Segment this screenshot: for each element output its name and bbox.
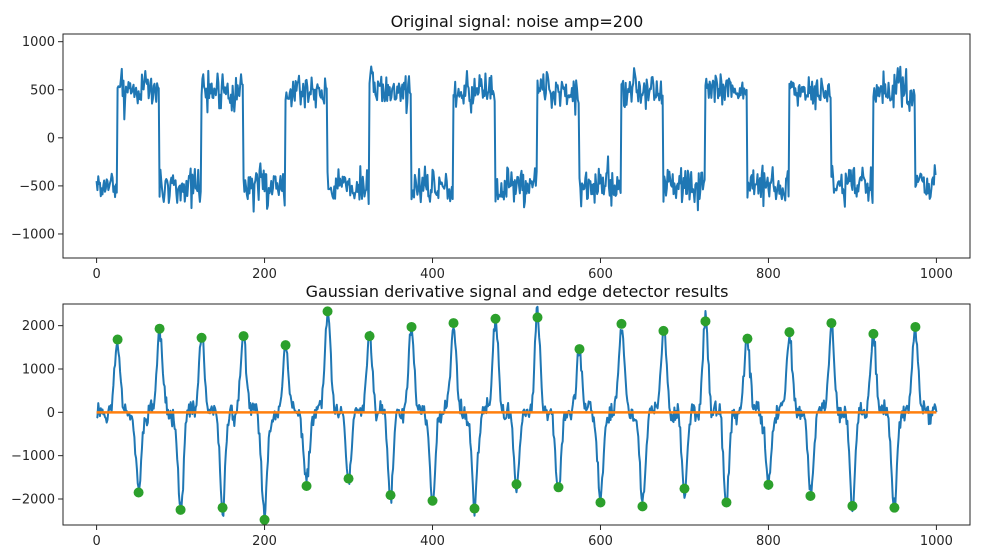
x-tick-label: 1000 (920, 534, 953, 549)
x-axis-gaussian-derivative: 0 200 400 600 800 1000 (92, 525, 953, 549)
y-tick-label: 1000 (22, 363, 55, 378)
edge-marker (511, 479, 522, 490)
edge-marker (847, 500, 858, 511)
x-tick-label: 200 (252, 267, 277, 282)
edge-marker (553, 482, 564, 493)
edge-marker (154, 323, 165, 334)
x-tick-label: 200 (252, 534, 277, 549)
edge-marker (427, 495, 438, 506)
edge-marker (826, 318, 837, 329)
x-tick-label: 1000 (920, 267, 953, 282)
edge-marker (301, 481, 312, 491)
edge-marker (700, 316, 711, 327)
x-axis-original-signal: 0 200 400 600 800 1000 (92, 258, 953, 282)
chart-title-original-signal: Original signal: noise amp=200 (391, 12, 644, 31)
y-tick-label: 500 (30, 83, 55, 98)
plot-frame-original-signal (62, 33, 971, 259)
chart-title-gaussian-derivative: Gaussian derivative signal and edge dete… (306, 282, 729, 301)
edge-marker (868, 328, 879, 339)
y-axis-original-signal: −1000 −500 0 500 1000 (11, 35, 63, 242)
y-tick-label: −1000 (11, 449, 55, 464)
edge-marker (133, 487, 144, 498)
y-axis-gaussian-derivative: −2000 −1000 0 1000 2000 (11, 319, 63, 508)
edge-marker (616, 318, 627, 329)
edge-marker (406, 321, 417, 332)
plot-frame-gaussian-derivative (62, 303, 971, 526)
x-tick-label: 400 (420, 534, 445, 549)
edge-marker (742, 333, 753, 344)
edge-marker (259, 514, 270, 525)
y-tick-label: 0 (47, 406, 55, 421)
edge-marker (889, 502, 900, 513)
x-tick-label: 400 (420, 267, 445, 282)
x-tick-label: 800 (756, 267, 781, 282)
y-tick-label: 2000 (22, 319, 55, 334)
edge-marker (910, 321, 921, 332)
panel-original-signal: Original signal: noise amp=200 0 200 400 60… (11, 12, 971, 282)
edge-marker (658, 325, 669, 336)
y-tick-label: −1000 (11, 227, 55, 242)
y-tick-label: 0 (47, 131, 55, 146)
edge-marker (322, 306, 333, 317)
y-tick-label: −2000 (11, 493, 55, 508)
edge-marker (280, 340, 291, 351)
edge-marker (448, 318, 459, 329)
edge-marker (763, 479, 774, 490)
x-tick-label: 800 (756, 534, 781, 549)
edge-marker (469, 503, 480, 514)
edge-marker (721, 497, 732, 508)
edge-marker (385, 490, 396, 501)
edge-marker (217, 502, 228, 513)
x-tick-label: 0 (92, 267, 100, 282)
x-tick-label: 600 (588, 267, 613, 282)
edge-marker (574, 344, 585, 355)
edge-marker-layer (112, 306, 921, 525)
x-tick-label: 0 (92, 534, 100, 549)
edge-marker (679, 483, 690, 494)
edge-marker (805, 490, 816, 501)
edge-marker (595, 497, 606, 508)
edge-marker (196, 332, 207, 343)
edge-marker (490, 313, 501, 324)
panel-gaussian-derivative: Gaussian derivative signal and edge dete… (11, 282, 971, 549)
edge-marker (343, 473, 354, 484)
signal-series-line (95, 65, 937, 213)
edge-marker (112, 334, 123, 345)
y-tick-label: 1000 (22, 35, 55, 50)
edge-marker (637, 501, 648, 512)
y-tick-label: −500 (19, 179, 55, 194)
edge-marker (175, 504, 186, 515)
edge-marker (532, 312, 543, 323)
x-tick-label: 600 (588, 534, 613, 549)
edge-marker (784, 327, 795, 338)
edge-marker (364, 331, 375, 342)
edge-marker (238, 331, 249, 342)
signal-layer (95, 65, 937, 213)
